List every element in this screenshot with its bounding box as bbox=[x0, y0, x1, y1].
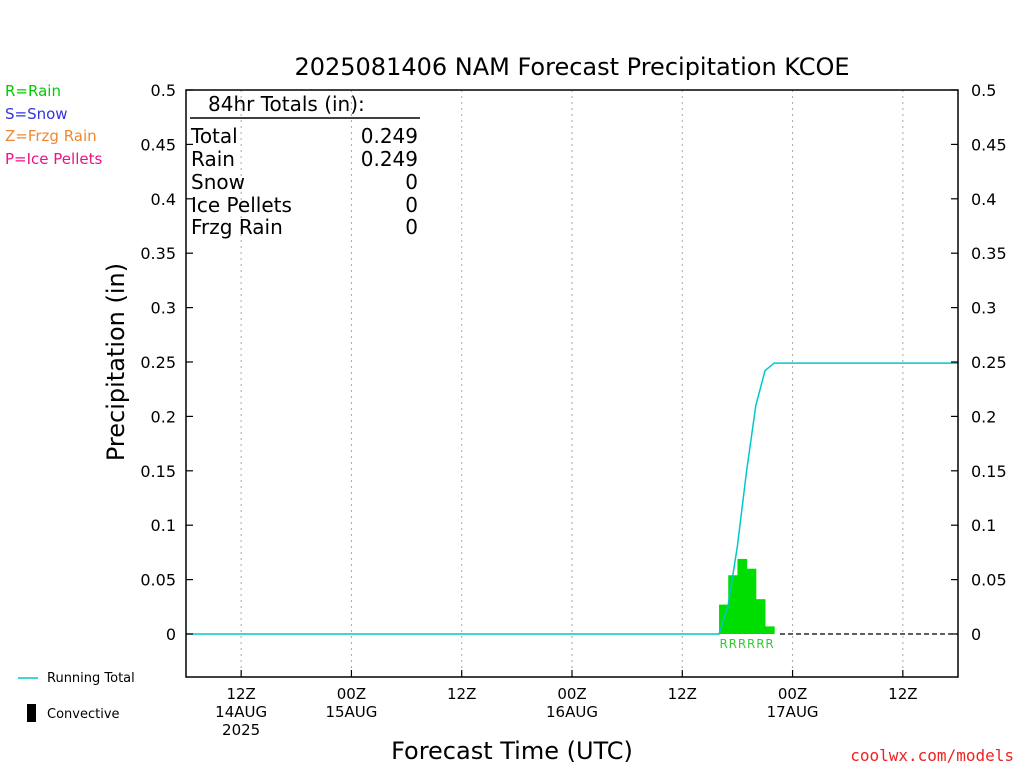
x-tick-label-12-0: 12Z bbox=[226, 685, 255, 703]
totals-label-total: Total bbox=[190, 124, 238, 148]
x-tick-label-12-2: 2025 bbox=[222, 721, 260, 739]
precip-bar-1 bbox=[728, 575, 738, 634]
totals-label-frzg-rain: Frzg Rain bbox=[191, 215, 283, 239]
y-tick-label-right-4: 0.2 bbox=[971, 407, 996, 426]
convective-swatch bbox=[27, 704, 36, 722]
totals-value-ice-pellets: 0 bbox=[405, 193, 418, 217]
y-tick-label-right-9: 0.45 bbox=[971, 135, 1007, 154]
precip-type-legend: R=Rain S=Snow Z=Frzg Rain P=Ice Pellets bbox=[5, 82, 102, 168]
chart-title: 2025081406 NAM Forecast Precipitation KC… bbox=[294, 53, 849, 81]
totals-value-snow: 0 bbox=[405, 170, 418, 194]
totals-heading: 84hr Totals (in): bbox=[208, 92, 365, 116]
precip-bar-3 bbox=[746, 568, 757, 634]
y-tick-label-left-10: 0.5 bbox=[151, 81, 176, 100]
precip-bar-4 bbox=[755, 599, 766, 634]
totals-label-snow: Snow bbox=[191, 170, 245, 194]
y-tick-label-left-8: 0.4 bbox=[151, 190, 176, 209]
watermark: coolwx.com/models bbox=[850, 746, 1014, 765]
totals-value-frzg-rain: 0 bbox=[405, 215, 418, 239]
x-tick-label-48-0: 00Z bbox=[557, 685, 586, 703]
precip-bars bbox=[719, 558, 775, 634]
legend-ice-pellets: P=Ice Pellets bbox=[5, 150, 102, 168]
y-tick-label-right-10: 0.5 bbox=[971, 81, 996, 100]
x-tick-label-72-0: 00Z bbox=[778, 685, 807, 703]
convective-legend-label: Convective bbox=[47, 707, 120, 722]
y-tick-label-right-8: 0.4 bbox=[971, 190, 996, 209]
series-legend: Running Total Convective bbox=[18, 671, 135, 722]
running-total-line bbox=[186, 362, 958, 635]
totals-label-ice-pellets: Ice Pellets bbox=[191, 193, 292, 217]
precip-type-letter-1: R bbox=[729, 637, 737, 651]
grid-lines bbox=[240, 90, 904, 677]
y-tick-label-right-6: 0.3 bbox=[971, 299, 996, 318]
x-tick-label-36-0: 12Z bbox=[447, 685, 476, 703]
y-tick-label-right-0: 0 bbox=[971, 625, 981, 644]
y-tick-label-left-9: 0.45 bbox=[140, 135, 176, 154]
x-tick-label-12-1: 14AUG bbox=[215, 703, 267, 721]
y-tick-label-right-5: 0.25 bbox=[971, 353, 1007, 372]
precip-type-letter-0: R bbox=[719, 637, 727, 651]
y-tick-label-right-3: 0.15 bbox=[971, 462, 1007, 481]
y-axis-left: 0 0.05 0.1 0.15 0.2 0.25 0.3 0.35 0.4 0.45 0.5 bbox=[140, 81, 193, 644]
y-tick-label-left-7: 0.35 bbox=[140, 244, 176, 263]
y-tick-label-left-5: 0.25 bbox=[140, 353, 176, 372]
y-tick-label-left-1: 0.05 bbox=[140, 571, 176, 590]
x-tick-label-60-0: 12Z bbox=[668, 685, 697, 703]
precip-bar-2 bbox=[737, 558, 748, 634]
precip-type-letter-2: R bbox=[738, 637, 746, 651]
y-tick-label-left-6: 0.3 bbox=[151, 299, 176, 318]
precip-type-letter-4: R bbox=[756, 637, 764, 651]
totals-value-rain: 0.249 bbox=[361, 147, 418, 171]
y-tick-label-right-2: 0.1 bbox=[971, 516, 996, 535]
x-tick-label-24-1: 15AUG bbox=[325, 703, 377, 721]
x-tick-label-72-1: 17AUG bbox=[767, 703, 819, 721]
legend-frzg-rain: Z=Frzg Rain bbox=[5, 127, 97, 145]
y-tick-label-left-3: 0.15 bbox=[140, 462, 176, 481]
precip-bar-5 bbox=[765, 626, 775, 634]
x-tick-label-84-0: 12Z bbox=[888, 685, 917, 703]
y-tick-label-left-2: 0.1 bbox=[151, 516, 176, 535]
running-total-legend-label: Running Total bbox=[47, 671, 135, 686]
y-tick-label-right-7: 0.35 bbox=[971, 244, 1007, 263]
running-total-layer bbox=[186, 362, 958, 635]
precip-type-letter-3: R bbox=[747, 637, 755, 651]
y-axis-label: Precipitation (in) bbox=[102, 263, 130, 461]
x-tick-label-48-1: 16AUG bbox=[546, 703, 598, 721]
y-axis-right: 0 0.05 0.1 0.15 0.2 0.25 0.3 0.35 0.4 0.45 0.5 bbox=[951, 81, 1007, 644]
y-tick-label-left-0: 0 bbox=[166, 625, 176, 644]
legend-rain: R=Rain bbox=[5, 82, 61, 100]
totals-label-rain: Rain bbox=[191, 147, 235, 171]
x-tick-label-24-0: 00Z bbox=[337, 685, 366, 703]
x-axis-label: Forecast Time (UTC) bbox=[391, 737, 633, 765]
legend-snow: S=Snow bbox=[5, 105, 68, 123]
totals-value-total: 0.249 bbox=[361, 124, 418, 148]
y-tick-label-right-1: 0.05 bbox=[971, 571, 1007, 590]
totals-box: 84hr Totals (in): Total 0.249 Rain 0.249… bbox=[190, 92, 420, 239]
precip-type-letter-5: R bbox=[765, 637, 773, 651]
y-tick-label-left-4: 0.2 bbox=[151, 407, 176, 426]
